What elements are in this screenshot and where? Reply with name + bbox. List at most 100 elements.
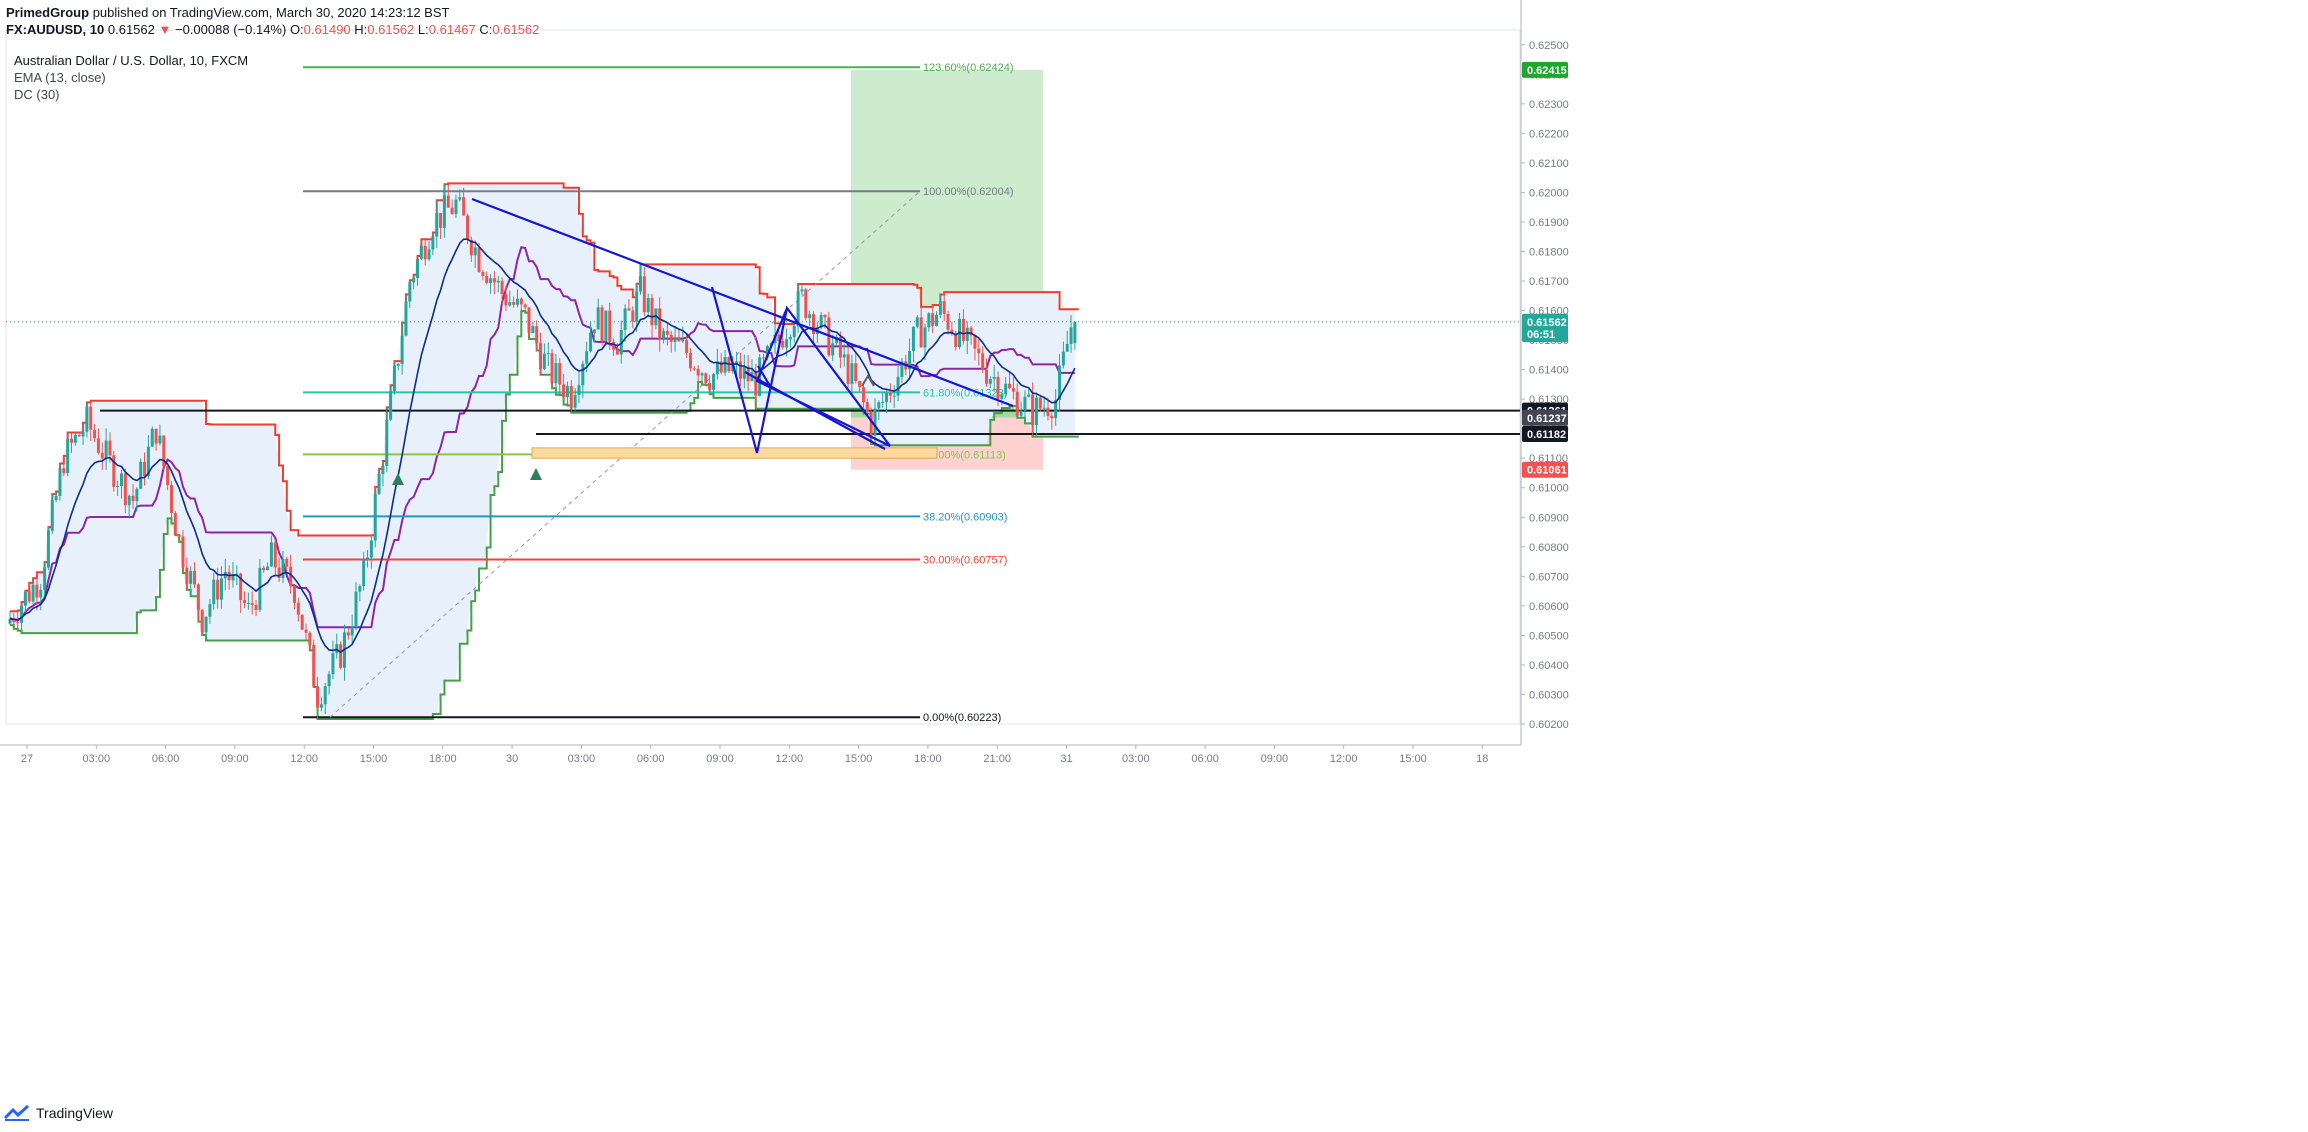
- candle-body: [623, 308, 627, 330]
- candle-body: [16, 622, 20, 624]
- candle-body: [208, 604, 212, 617]
- candle-body: [346, 632, 350, 636]
- candle-body: [704, 373, 708, 384]
- candle-body: [1042, 407, 1046, 409]
- close-value: 0.61562: [492, 22, 540, 37]
- candle-body: [508, 302, 512, 306]
- candle-body: [193, 570, 197, 585]
- candle-body: [1046, 407, 1050, 416]
- candle-body: [865, 402, 869, 412]
- axes: 0.625000.624000.623000.622000.621000.620…: [21, 40, 1569, 765]
- candle-body: [800, 289, 804, 292]
- candle-body: [285, 558, 289, 567]
- fib-label: 50.00%(0.61113): [923, 449, 1006, 461]
- candle-body: [642, 276, 646, 313]
- candle-body: [392, 365, 396, 392]
- candle-body: [304, 629, 308, 633]
- publisher-name[interactable]: PrimedGroup: [6, 5, 90, 20]
- candle-body: [961, 318, 965, 341]
- candle-body: [1050, 415, 1054, 419]
- candle-body: [673, 337, 677, 342]
- candle-body: [258, 567, 262, 610]
- candle-body: [465, 215, 469, 240]
- candle-body: [788, 337, 792, 340]
- candle-body: [1019, 410, 1023, 416]
- candle-body: [838, 336, 842, 358]
- candle-body: [396, 363, 400, 366]
- candle-body: [85, 406, 89, 432]
- candle-body: [665, 330, 669, 335]
- candle-body: [81, 431, 85, 437]
- price-tick-label: 0.60900: [1529, 512, 1569, 524]
- price-tag-bg: [1522, 313, 1568, 330]
- candle-body: [243, 600, 247, 603]
- candle-body: [189, 570, 193, 584]
- candle-body: [535, 326, 539, 344]
- candle-body: [558, 363, 562, 385]
- candle-body: [531, 326, 535, 333]
- candle-body: [296, 602, 300, 615]
- candle-body: [362, 559, 366, 587]
- fib-label: 61.80%(0.61323): [923, 387, 1007, 399]
- time-tick-label: 09:00: [221, 753, 249, 765]
- candle-body: [942, 301, 946, 314]
- change-value: −0.00088 (−0.14%): [175, 22, 287, 37]
- dc-middle-line: [9, 246, 1075, 629]
- candle-body: [216, 579, 220, 600]
- candle-body: [742, 366, 746, 379]
- candle-body: [635, 291, 639, 322]
- candle-body: [431, 236, 435, 250]
- candle-body: [73, 435, 77, 443]
- candle-body: [277, 567, 281, 578]
- published-text: published on TradingView.com, March 30, …: [92, 5, 450, 20]
- candle-body: [612, 341, 616, 350]
- candle-body: [1008, 383, 1012, 389]
- candle-body: [581, 363, 585, 386]
- candle-body: [965, 327, 969, 341]
- candle-body: [539, 343, 543, 370]
- candle-body: [512, 302, 516, 305]
- fib-label: 100.00%(0.62004): [923, 186, 1014, 198]
- ema-legend[interactable]: EMA (13, close): [14, 70, 106, 85]
- candle-body: [977, 348, 981, 354]
- candle-body: [254, 604, 258, 610]
- candle-body: [858, 381, 862, 388]
- candle-body: [381, 465, 385, 474]
- candle-body: [308, 632, 312, 645]
- fib-label: 0.00%(0.60223): [923, 712, 1001, 724]
- tradingview-brand[interactable]: TradingView: [36, 1105, 114, 1121]
- candle-body: [489, 278, 493, 283]
- dc-legend[interactable]: DC (30): [14, 87, 60, 102]
- target-zone: [851, 69, 1043, 322]
- candle-body: [62, 468, 66, 474]
- candle-body: [946, 313, 950, 330]
- candle-body: [831, 343, 835, 356]
- candle-body: [677, 337, 681, 342]
- candle-body: [458, 197, 462, 200]
- candle-body: [589, 332, 593, 352]
- candle-body: [662, 330, 666, 339]
- candle-body: [685, 339, 689, 353]
- candle-body: [592, 329, 596, 333]
- candle-body: [43, 567, 47, 590]
- candle-body: [262, 567, 266, 571]
- pattern-drawings: [392, 197, 1014, 485]
- candle-body: [500, 280, 504, 295]
- lower-wedge-line: [769, 385, 886, 450]
- candle-body: [1061, 351, 1065, 366]
- candle-body: [1027, 394, 1031, 397]
- candle-body: [185, 567, 189, 584]
- candle-body: [869, 411, 873, 436]
- price-tick-label: 0.60300: [1529, 689, 1569, 701]
- candle-body: [681, 339, 685, 342]
- candle-body: [596, 307, 600, 330]
- candle-body: [404, 301, 408, 336]
- candle-body: [292, 586, 296, 603]
- candle-body: [196, 584, 200, 610]
- price-tick-label: 0.60200: [1529, 719, 1569, 731]
- fib-label: 38.20%(0.60903): [923, 511, 1007, 523]
- candle-body: [319, 704, 323, 708]
- candle-body: [631, 310, 635, 322]
- candle-body: [8, 618, 12, 624]
